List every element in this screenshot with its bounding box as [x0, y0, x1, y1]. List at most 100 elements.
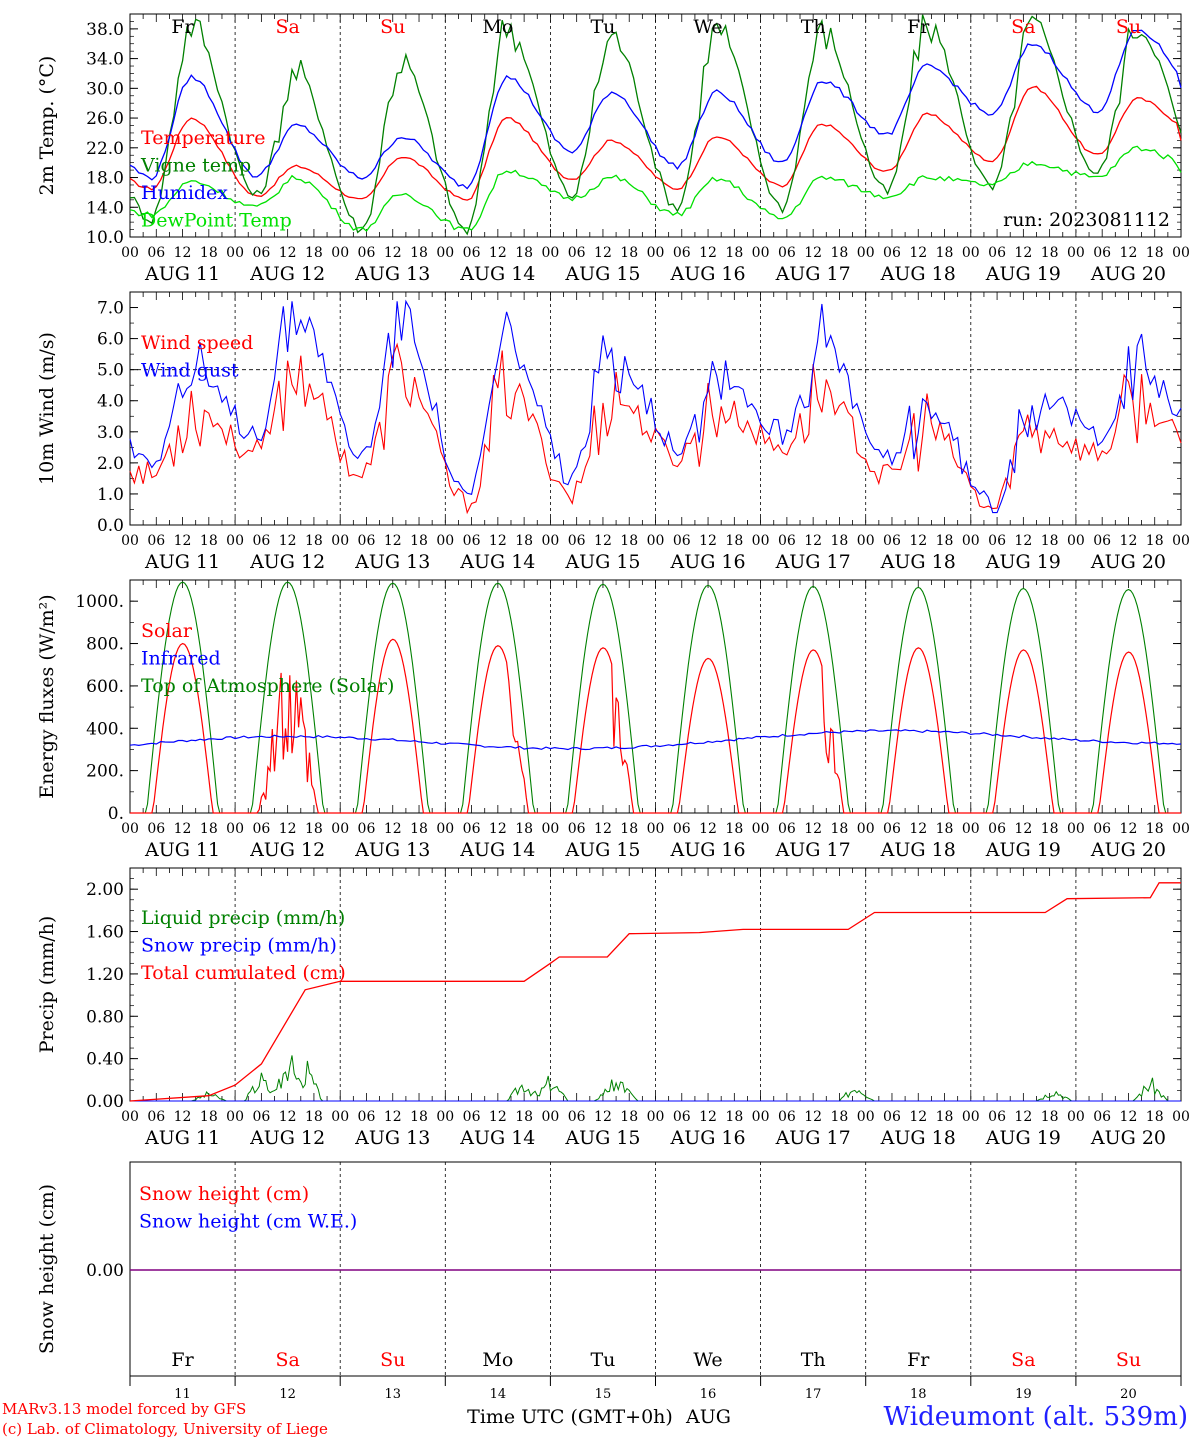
temp-hour-label: 00: [1172, 245, 1190, 261]
energy-hour-label: 06: [988, 821, 1006, 837]
energy-hour-label: 00: [436, 821, 454, 837]
wind-date-label: AUG 12: [249, 551, 325, 573]
wind-date-label: AUG 14: [459, 551, 535, 573]
wind-hour-label: 18: [200, 533, 218, 549]
energy-ytick-label: 600.: [86, 677, 124, 697]
temp-hour-label: 12: [489, 245, 507, 261]
wind-hour-label: 00: [1067, 533, 1085, 549]
energy-series-solar: [130, 638, 1181, 814]
temp-ytick-label: 30.0: [86, 79, 124, 99]
precip-ylabel: Precip (mm/h): [36, 916, 58, 1054]
wind-ytick-label: 6.0: [97, 330, 124, 350]
weekday-label: Su: [380, 16, 405, 38]
energy-hour-label: 06: [883, 821, 901, 837]
energy-hour-label: 18: [515, 821, 533, 837]
wind-date-label: AUG 17: [775, 551, 851, 573]
day-number-label: 20: [1120, 1387, 1137, 1402]
wind-hour-label: 12: [489, 533, 507, 549]
wind-hour-label: 12: [594, 533, 612, 549]
temp-hour-label: 18: [410, 245, 428, 261]
wind-hour-label: 00: [962, 533, 980, 549]
precip-hour-label: 00: [436, 1109, 454, 1125]
temp-date-label: AUG 13: [354, 263, 430, 285]
precip-hour-label: 06: [463, 1109, 481, 1125]
energy-hour-label: 06: [358, 821, 376, 837]
wind-legend-1: Wind gust: [141, 360, 239, 382]
wind-hour-label: 18: [1146, 533, 1164, 549]
temp-hour-label: 12: [174, 245, 192, 261]
temp-date-label: AUG 11: [144, 263, 220, 285]
precip-date-label: AUG 14: [459, 1127, 535, 1149]
day-number-label: 12: [279, 1387, 296, 1402]
precip-hour-label: 18: [410, 1109, 428, 1125]
temp-hour-label: 06: [778, 245, 796, 261]
weekday-label: We: [693, 16, 722, 38]
energy-ylabel: Energy fluxes (W/m²): [36, 594, 58, 798]
wind-date-label: AUG 13: [354, 551, 430, 573]
energy-date-label: AUG 12: [249, 839, 325, 861]
weekday-label: Mo: [482, 16, 513, 38]
precip-hour-label: 18: [831, 1109, 849, 1125]
temp-hour-label: 06: [568, 245, 586, 261]
temp-legend-0: Temperature: [141, 127, 265, 149]
precip-hour-label: 00: [857, 1109, 875, 1125]
wind-ylabel: 10m Wind (m/s): [36, 332, 58, 485]
wind-hour-label: 18: [410, 533, 428, 549]
precip-hour-label: 18: [725, 1109, 743, 1125]
energy-date-label: AUG 20: [1090, 839, 1166, 861]
wind-hour-label: 00: [121, 533, 139, 549]
weekday-label: Sa: [275, 16, 299, 38]
temp-hour-label: 06: [1093, 245, 1111, 261]
lab-credit: (c) Lab. of Climatology, University of L…: [2, 1420, 328, 1438]
day-number-label: 13: [384, 1387, 401, 1402]
wind-ytick-label: 1.0: [97, 485, 124, 505]
energy-hour-label: 06: [252, 821, 270, 837]
precip-hour-label: 06: [568, 1109, 586, 1125]
energy-hour-label: 06: [1093, 821, 1111, 837]
precip-ytick-label: 0.80: [86, 1007, 124, 1027]
temp-date-label: AUG 16: [669, 263, 745, 285]
temp-hour-label: 00: [857, 245, 875, 261]
wind-hour-label: 18: [305, 533, 323, 549]
energy-legend-1: Infrared: [141, 648, 221, 670]
wind-ytick-label: 3.0: [97, 423, 124, 443]
snow-legend-1: Snow height (cm W.E.): [139, 1211, 357, 1233]
station-name: Wideumont (alt. 539m): [883, 1402, 1188, 1432]
wind-hour-label: 18: [725, 533, 743, 549]
temp-ylabel: 2m Temp. (°C): [36, 56, 58, 196]
wind-hour-label: 12: [909, 533, 927, 549]
temp-hour-label: 18: [620, 245, 638, 261]
temp-ytick-label: 14.0: [86, 198, 124, 218]
snow-weekday-label: Sa: [275, 1349, 299, 1371]
weekday-label: Fr: [907, 16, 930, 38]
energy-hour-label: 00: [647, 821, 665, 837]
snow-weekday-label: Su: [380, 1349, 405, 1371]
energy-legend-2: Top of Atmosphere (Solar): [141, 675, 394, 697]
energy-date-label: AUG 11: [144, 839, 220, 861]
day-number-label: 19: [1015, 1387, 1032, 1402]
energy-hour-label: 06: [463, 821, 481, 837]
wind-hour-label: 00: [647, 533, 665, 549]
day-number-label: 18: [910, 1387, 927, 1402]
energy-hour-label: 12: [594, 821, 612, 837]
precip-legend-0: Liquid precip (mm/h): [141, 907, 345, 929]
energy-hour-label: 12: [909, 821, 927, 837]
wind-series-blue: [129, 299, 1182, 514]
temp-hour-label: 12: [1120, 245, 1138, 261]
precip-hour-label: 12: [489, 1109, 507, 1125]
energy-date-label: AUG 18: [880, 839, 956, 861]
wind-hour-label: 18: [831, 533, 849, 549]
wind-date-label: AUG 15: [564, 551, 640, 573]
wind-hour-label: 18: [620, 533, 638, 549]
temp-hour-label: 06: [883, 245, 901, 261]
energy-hour-label: 00: [962, 821, 980, 837]
energy-hour-label: 00: [1172, 821, 1190, 837]
month-label: AUG: [685, 1406, 731, 1428]
wind-hour-label: 06: [463, 533, 481, 549]
energy-ytick-label: 1000.: [75, 592, 124, 612]
temp-hour-label: 12: [699, 245, 717, 261]
temp-hour-label: 06: [463, 245, 481, 261]
temp-hour-label: 12: [594, 245, 612, 261]
precip-date-label: AUG 13: [354, 1127, 430, 1149]
temp-date-label: AUG 12: [249, 263, 325, 285]
